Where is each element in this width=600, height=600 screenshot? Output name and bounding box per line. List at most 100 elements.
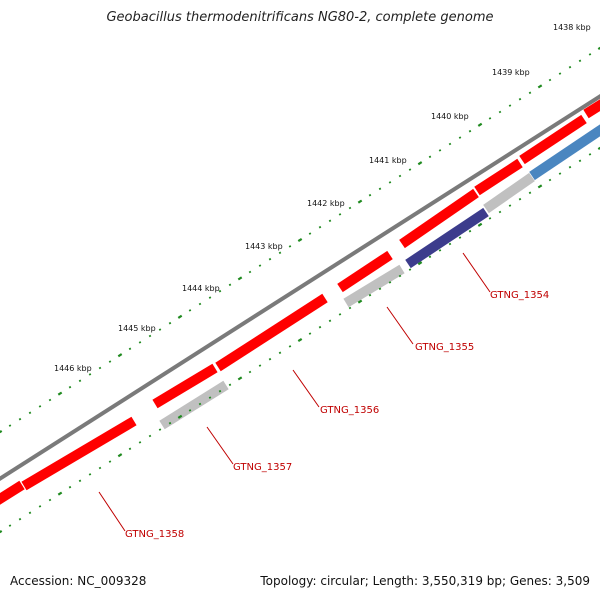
minor-tick — [508, 204, 512, 207]
ruler-label: 1442 kbp — [307, 199, 345, 208]
minor-tick — [568, 65, 572, 69]
minor-tick — [488, 117, 492, 120]
minor-tick — [208, 396, 212, 399]
minor-tick — [268, 357, 272, 361]
gene-label-gtng-1357[interactable]: GTNG_1357 — [233, 462, 292, 473]
reverse-gene — [405, 207, 489, 269]
major-tick — [477, 222, 483, 227]
minor-tick — [48, 398, 52, 402]
ruler-label: 1438 kbp — [553, 23, 591, 32]
minor-tick — [318, 325, 322, 329]
minor-tick — [98, 466, 102, 470]
leader-line — [462, 252, 491, 293]
major-tick — [297, 337, 303, 343]
gene-label-gtng-1358[interactable]: GTNG_1358 — [125, 529, 184, 540]
minor-tick — [278, 351, 282, 355]
minor-tick — [68, 385, 72, 389]
major-tick — [417, 161, 423, 166]
minor-tick — [128, 447, 132, 451]
forward-gene — [474, 158, 523, 196]
minor-tick — [578, 59, 582, 63]
minor-tick — [428, 255, 432, 259]
gene-label-gtng-1354[interactable]: GTNG_1354 — [490, 290, 549, 301]
major-tick — [417, 261, 423, 266]
ruler-label: 1444 kbp — [182, 284, 220, 293]
minor-tick — [38, 405, 42, 408]
forward-gene — [583, 99, 600, 119]
minor-tick — [378, 287, 382, 291]
minor-tick — [368, 193, 372, 197]
minor-tick — [278, 251, 282, 255]
minor-tick — [348, 306, 352, 310]
minor-tick — [8, 424, 12, 427]
forward-gene — [21, 416, 137, 491]
forward-gene — [399, 188, 479, 249]
minor-tick — [138, 441, 142, 444]
minor-tick — [28, 411, 32, 415]
minor-tick — [458, 236, 462, 239]
minor-tick — [248, 370, 252, 374]
minor-tick — [88, 373, 92, 376]
minor-tick — [188, 309, 192, 312]
minor-tick — [198, 302, 202, 306]
gene-label-gtng-1356[interactable]: GTNG_1356 — [320, 405, 379, 416]
minor-tick — [228, 383, 232, 387]
ruler-label: 1439 kbp — [492, 68, 530, 77]
major-tick — [297, 237, 303, 243]
leader-line — [386, 306, 414, 345]
ruler-label: 1441 kbp — [369, 156, 407, 165]
major-tick — [57, 391, 63, 396]
minor-tick — [388, 281, 392, 284]
major-tick — [357, 299, 363, 304]
minor-tick — [388, 181, 392, 184]
minor-tick — [408, 268, 412, 271]
minor-tick — [468, 129, 472, 133]
minor-tick — [258, 264, 262, 267]
minor-tick — [488, 217, 492, 220]
major-tick — [477, 122, 483, 127]
minor-tick — [558, 72, 562, 75]
major-tick — [357, 199, 363, 204]
minor-tick — [448, 142, 452, 146]
gene-label-gtng-1355[interactable]: GTNG_1355 — [415, 342, 474, 353]
major-tick — [117, 453, 123, 458]
major-tick — [57, 491, 63, 496]
map-title: Geobacillus thermodenitrificans NG80-2, … — [106, 10, 494, 25]
major-tick — [597, 46, 600, 51]
minor-tick — [518, 97, 522, 101]
minor-tick — [148, 434, 152, 438]
ruler-label: 1446 kbp — [54, 364, 92, 373]
minor-tick — [168, 321, 172, 325]
minor-tick — [208, 296, 212, 299]
major-tick — [0, 429, 3, 434]
minor-tick — [398, 174, 402, 178]
minor-tick — [508, 104, 512, 107]
minor-tick — [458, 136, 462, 139]
gene-label-leaders — [98, 252, 491, 532]
minor-tick — [78, 479, 82, 483]
leader-line — [98, 491, 126, 532]
minor-tick — [428, 155, 432, 159]
minor-tick — [48, 498, 52, 502]
minor-tick — [558, 172, 562, 175]
forward-gene — [215, 293, 328, 372]
forward-gene — [152, 363, 218, 409]
minor-tick — [228, 283, 232, 287]
reverse-gene — [343, 264, 405, 308]
leader-line — [292, 369, 320, 408]
outer-tick-track — [0, 46, 600, 434]
major-tick — [177, 314, 183, 319]
minor-tick — [198, 402, 202, 406]
minor-tick — [338, 313, 342, 316]
minor-tick — [368, 293, 372, 297]
ruler-label: 1443 kbp — [245, 242, 283, 251]
minor-tick — [528, 191, 532, 195]
minor-tick — [158, 328, 162, 331]
minor-tick — [308, 232, 312, 235]
major-tick — [537, 184, 543, 189]
minor-tick — [188, 409, 192, 412]
minor-tick — [588, 53, 592, 56]
minor-tick — [168, 421, 172, 425]
reverse-strand-genes — [159, 124, 600, 430]
